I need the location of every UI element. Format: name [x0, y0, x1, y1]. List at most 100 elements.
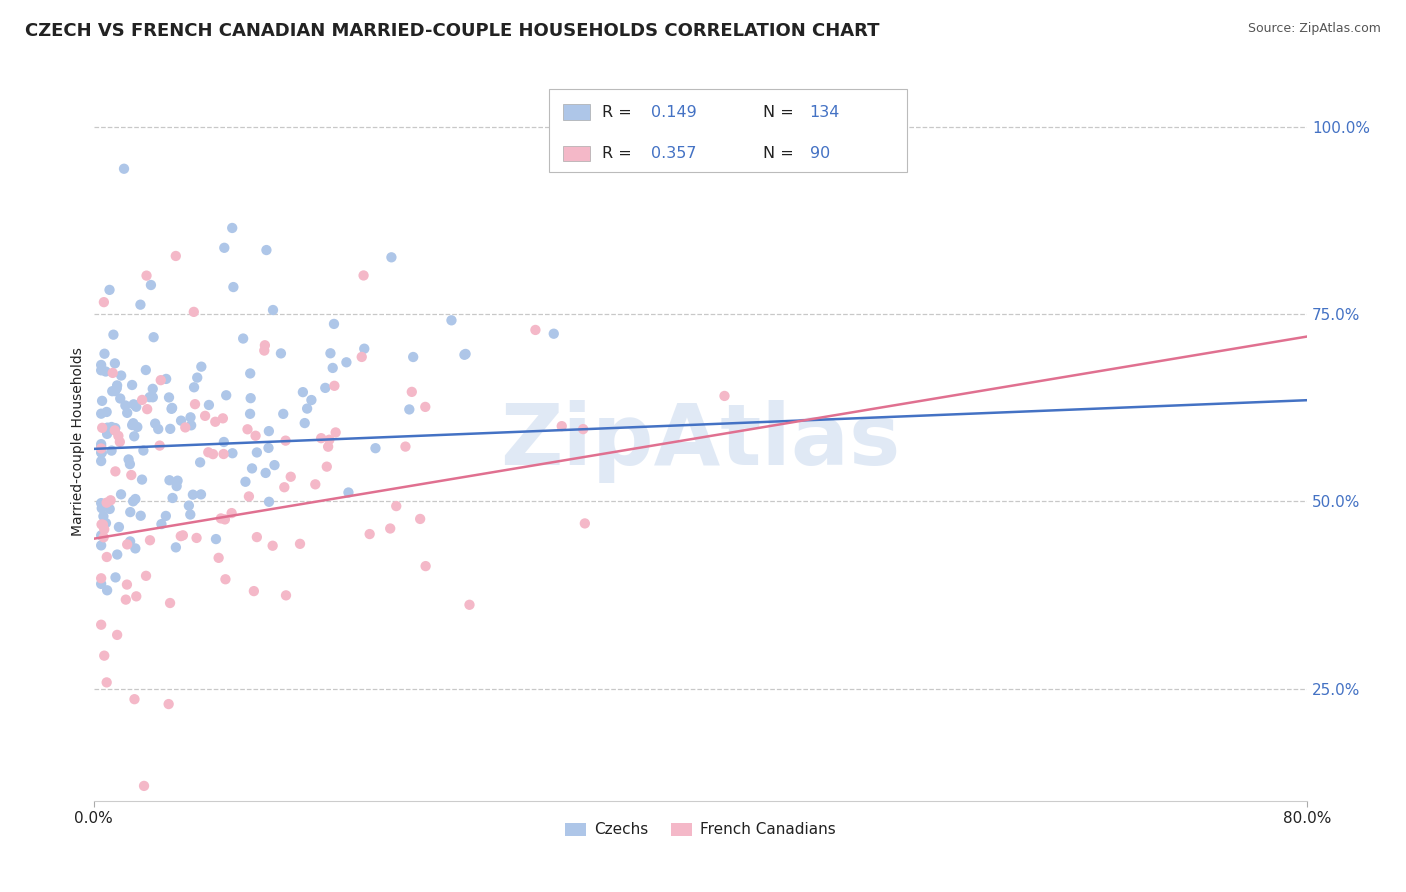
- Point: [96, 583, 118, 598]
- Point: [246, 445, 269, 459]
- Point: [90, 501, 112, 516]
- Point: [262, 303, 284, 318]
- Point: [122, 494, 145, 508]
- Point: [110, 368, 132, 383]
- Point: [402, 350, 425, 364]
- Point: [104, 421, 127, 435]
- Point: [315, 459, 337, 474]
- Point: [159, 596, 181, 610]
- Point: [159, 473, 181, 487]
- Point: [172, 528, 194, 542]
- Point: [135, 268, 157, 283]
- Point: [96, 405, 118, 419]
- Point: [166, 479, 188, 493]
- FancyBboxPatch shape: [564, 104, 591, 120]
- Point: [90, 496, 112, 510]
- Point: [127, 420, 149, 434]
- Point: [295, 401, 318, 416]
- Text: CZECH VS FRENCH CANADIAN MARRIED-COUPLE HOUSEHOLDS CORRELATION CHART: CZECH VS FRENCH CANADIAN MARRIED-COUPLE …: [25, 22, 880, 40]
- Point: [104, 423, 127, 437]
- Point: [257, 495, 280, 509]
- Point: [572, 422, 595, 436]
- Point: [129, 298, 152, 312]
- Point: [90, 442, 112, 456]
- Point: [353, 268, 375, 283]
- Point: [323, 379, 346, 393]
- Text: R =: R =: [602, 104, 637, 120]
- Point: [239, 391, 262, 405]
- Point: [90, 437, 112, 451]
- Point: [214, 241, 236, 255]
- Point: [90, 577, 112, 591]
- Point: [125, 590, 148, 604]
- Text: 134: 134: [810, 104, 839, 120]
- Point: [90, 445, 112, 459]
- Point: [149, 439, 172, 453]
- Point: [155, 508, 177, 523]
- Point: [90, 617, 112, 632]
- Point: [162, 491, 184, 505]
- Point: [222, 280, 245, 294]
- FancyBboxPatch shape: [564, 145, 591, 161]
- Point: [194, 409, 217, 423]
- Point: [198, 398, 221, 412]
- Point: [91, 517, 114, 532]
- Point: [90, 358, 112, 372]
- Point: [93, 295, 115, 310]
- Point: [209, 511, 232, 525]
- Point: [90, 538, 112, 552]
- Point: [96, 420, 118, 434]
- Point: [157, 391, 180, 405]
- Point: [93, 530, 115, 544]
- Point: [280, 469, 302, 483]
- Point: [212, 434, 235, 449]
- Point: [190, 487, 212, 501]
- Point: [239, 407, 262, 421]
- Point: [96, 549, 118, 564]
- Point: [129, 508, 152, 523]
- Point: [271, 407, 294, 421]
- Point: [337, 485, 360, 500]
- Point: [122, 416, 145, 430]
- Point: [385, 499, 408, 513]
- Point: [254, 243, 277, 257]
- Point: [319, 346, 342, 360]
- Point: [93, 347, 115, 361]
- Point: [263, 458, 285, 472]
- Point: [413, 400, 436, 414]
- Point: [543, 326, 565, 341]
- Point: [157, 697, 180, 711]
- Point: [160, 401, 183, 415]
- Point: [186, 531, 208, 545]
- Point: [212, 411, 235, 425]
- Point: [291, 385, 314, 400]
- Point: [143, 417, 166, 431]
- Point: [409, 512, 432, 526]
- Point: [124, 541, 146, 556]
- Point: [115, 577, 138, 591]
- Point: [288, 537, 311, 551]
- Point: [120, 534, 142, 549]
- Point: [323, 317, 346, 331]
- Text: N =: N =: [763, 146, 804, 161]
- Point: [188, 455, 211, 469]
- Point: [262, 539, 284, 553]
- Point: [350, 350, 373, 364]
- Point: [132, 779, 155, 793]
- Point: [170, 529, 193, 543]
- Point: [257, 441, 280, 455]
- Point: [235, 475, 257, 489]
- Point: [104, 356, 127, 370]
- Point: [142, 330, 165, 344]
- Point: [112, 161, 135, 176]
- Point: [254, 466, 277, 480]
- Point: [270, 346, 292, 360]
- Point: [101, 384, 124, 399]
- Point: [104, 570, 127, 584]
- Point: [166, 474, 188, 488]
- Point: [100, 420, 122, 434]
- FancyBboxPatch shape: [548, 89, 907, 172]
- Point: [117, 452, 139, 467]
- Point: [135, 569, 157, 583]
- Point: [105, 628, 128, 642]
